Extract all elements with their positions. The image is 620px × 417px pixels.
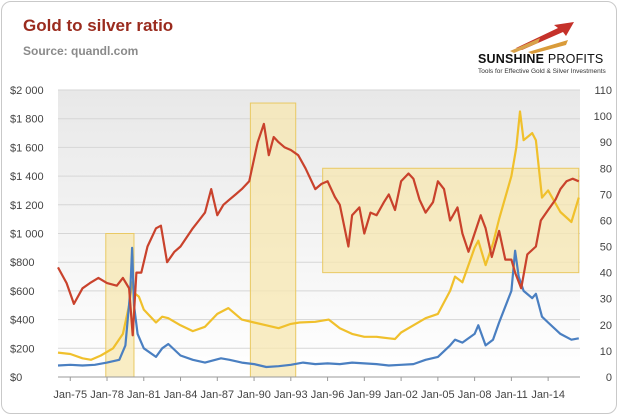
x-axis-tick-label: Jan-81 — [127, 389, 161, 401]
left-axis-tick-label: $1 000 — [10, 229, 44, 241]
right-axis-tick-label: 50 — [600, 242, 612, 254]
right-axis-tick-label: 10 — [600, 346, 612, 358]
series-gold-line — [57, 110, 580, 361]
left-axis-tick-label: $0 — [10, 372, 22, 384]
right-axis-tick-label: 100 — [594, 111, 612, 123]
left-axis-tick-label: $1 600 — [10, 142, 44, 154]
left-axis-tick-label: $200 — [10, 343, 34, 355]
x-axis-tick-label: Jan-87 — [200, 389, 234, 401]
left-axis-tick-label: $2 000 — [10, 85, 44, 97]
right-axis-tick-label: 90 — [600, 137, 612, 149]
right-axis-tick-label: 0 — [606, 372, 612, 384]
series-ratio-line — [57, 122, 580, 337]
x-axis-tick-label: Jan-99 — [348, 389, 382, 401]
right-axis-tick-label: 20 — [600, 320, 612, 332]
chart-title: Gold to silver ratio — [23, 16, 174, 35]
left-axis-tick-label: $600 — [10, 286, 34, 298]
x-axis-tick-label: Jan-75 — [53, 389, 87, 401]
highlight-zones — [105, 102, 580, 378]
x-axis-tick-label: Jan-96 — [311, 389, 345, 401]
x-axis-tick-label: Jan-11 — [495, 389, 528, 401]
x-axis-tick-label: Jan-14 — [531, 389, 565, 401]
left-axis-ticks: $0 $200 $400 $600 $800 $1 000 $1 200 $1 400 $1 6… — [10, 85, 44, 384]
chart-source: Source: quandl.com — [23, 44, 139, 58]
x-axis-tick-label: Jan-93 — [274, 389, 308, 401]
x-axis-tick-label: Jan-08 — [458, 389, 492, 401]
right-axis-tick-label: 80 — [600, 163, 612, 175]
right-axis-tick-label: 60 — [600, 215, 612, 227]
left-axis-tick-label: $1 800 — [10, 114, 44, 126]
left-axis-tick-label: $400 — [10, 315, 34, 327]
logo-brand-name: SUNSHINE PROFITS — [478, 52, 604, 66]
right-axis-ticks: 0 10 20 30 40 50 60 70 80 90 100 110 — [594, 85, 612, 384]
series-lines — [57, 110, 580, 369]
x-axis-tick-label: Jan-90 — [237, 389, 271, 401]
x-axis-tick-label: Jan-84 — [164, 389, 198, 401]
x-axis-tick-label: Jan-05 — [421, 389, 455, 401]
right-axis-tick-label: 110 — [594, 85, 612, 97]
right-axis-tick-label: 40 — [600, 268, 612, 280]
left-axis-tick-label: $1 400 — [10, 171, 44, 183]
right-axis-tick-label: 70 — [600, 189, 612, 201]
x-axis-ticks: Jan-75 Jan-78 Jan-81 Jan-84 Jan-87 Jan-90 Jan-… — [53, 376, 580, 401]
left-axis-tick-label: $800 — [10, 257, 34, 269]
x-axis-tick-label: Jan-02 — [384, 389, 418, 401]
left-axis-tick-label: $1 200 — [10, 200, 44, 212]
x-axis-tick-label: Jan-78 — [90, 389, 124, 401]
sunshine-profits-logo-icon — [510, 22, 574, 54]
logo-tagline: Tools for Effective Gold & Silver Invest… — [478, 68, 606, 75]
right-axis-tick-label: 30 — [600, 294, 612, 306]
